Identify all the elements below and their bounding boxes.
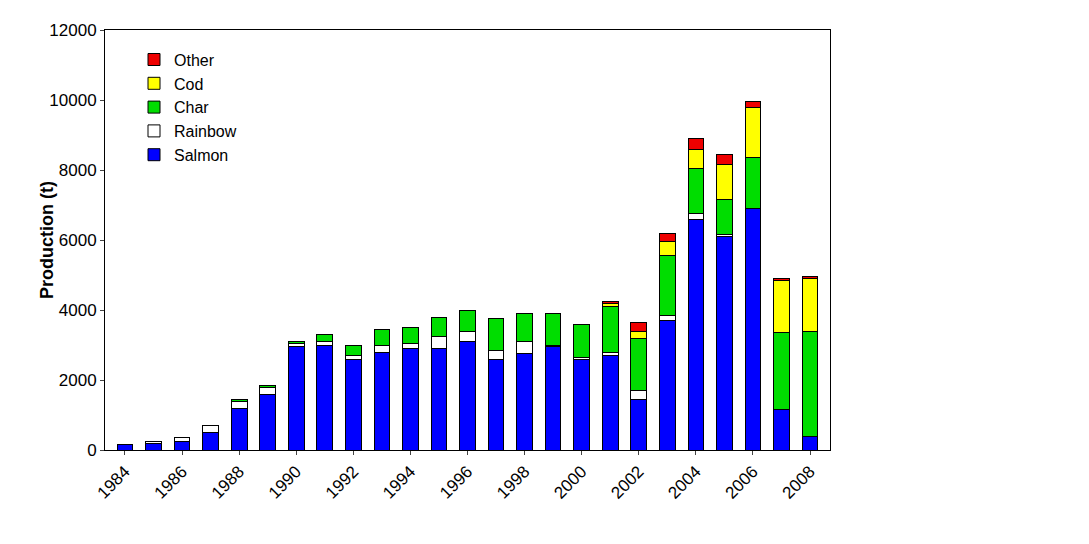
svg-text:1986: 1986 — [151, 462, 191, 502]
svg-text:0: 0 — [87, 441, 96, 460]
svg-text:4000: 4000 — [59, 301, 97, 320]
svg-text:1998: 1998 — [493, 462, 533, 502]
svg-text:Char: Char — [174, 99, 209, 116]
svg-text:1996: 1996 — [436, 462, 476, 502]
svg-text:2004: 2004 — [665, 462, 705, 502]
svg-text:12000: 12000 — [49, 21, 96, 40]
svg-text:1992: 1992 — [322, 462, 362, 502]
svg-text:2002: 2002 — [607, 462, 647, 502]
svg-text:Salmon: Salmon — [174, 147, 228, 164]
svg-text:Production (t): Production (t) — [37, 181, 57, 299]
svg-text:6000: 6000 — [59, 231, 97, 250]
svg-text:Rainbow: Rainbow — [174, 123, 237, 140]
svg-text:2006: 2006 — [722, 462, 762, 502]
svg-text:2000: 2000 — [59, 371, 97, 390]
svg-text:2000: 2000 — [550, 462, 590, 502]
svg-text:1988: 1988 — [208, 462, 248, 502]
svg-text:1994: 1994 — [379, 462, 419, 502]
svg-text:2008: 2008 — [779, 462, 819, 502]
svg-text:10000: 10000 — [49, 91, 96, 110]
svg-text:Other: Other — [174, 52, 215, 69]
svg-text:1984: 1984 — [94, 462, 134, 502]
svg-text:8000: 8000 — [59, 161, 97, 180]
svg-text:Cod: Cod — [174, 76, 203, 93]
svg-text:1990: 1990 — [265, 462, 305, 502]
